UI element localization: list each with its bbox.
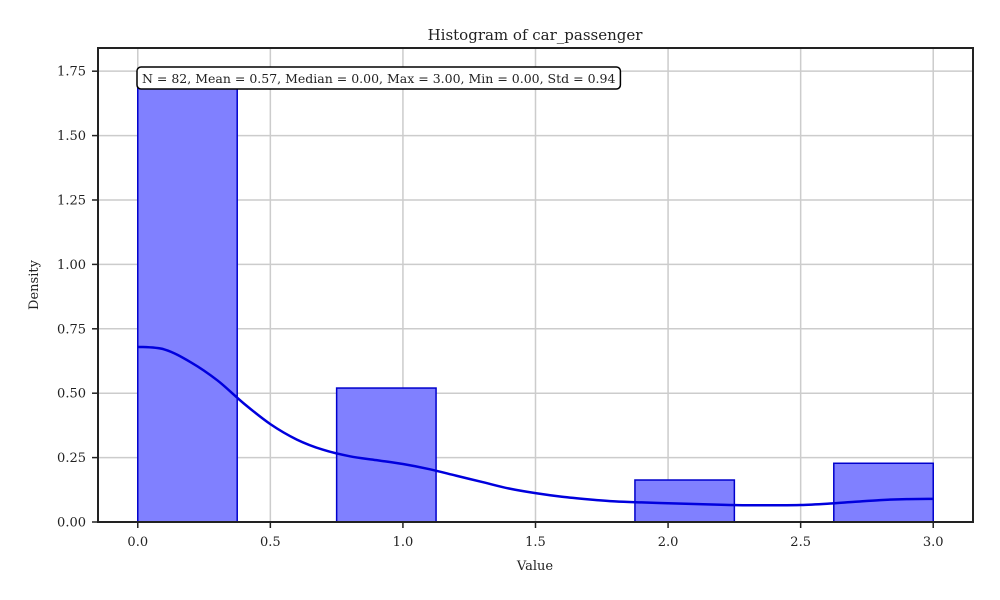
grid xyxy=(98,48,973,523)
stats-annotation: N = 82, Mean = 0.57, Median = 0.00, Max … xyxy=(136,66,622,90)
x-tick-label: 3.0 xyxy=(923,535,944,550)
x-axis-label: Value xyxy=(516,559,553,574)
histogram-bar xyxy=(634,479,736,523)
y-tick-label: 1.75 xyxy=(57,65,86,80)
y-tick-label: 0.50 xyxy=(57,387,86,402)
x-tick-label: 2.0 xyxy=(658,535,679,550)
histogram-bar xyxy=(335,387,437,523)
y-tick-label: 1.25 xyxy=(57,193,86,208)
kde-line xyxy=(137,345,934,507)
stats-text: N = 82, Mean = 0.57, Median = 0.00, Max … xyxy=(142,71,615,86)
y-tick-label: 1.50 xyxy=(57,129,86,144)
y-tick-label: 0.25 xyxy=(57,451,86,466)
histogram-bar xyxy=(833,462,934,523)
x-tick-label: 2.5 xyxy=(790,535,811,550)
y-tick-label: 1.00 xyxy=(57,258,86,273)
x-tick-label: 0.0 xyxy=(127,535,148,550)
stats-box-frame xyxy=(136,66,622,90)
ticks: 0.0 0.5 1.0 1.5 2.0 2.5 3.0 0.00 0.25 0.50 0.75 1.0… xyxy=(57,65,944,550)
kde-curve-group xyxy=(137,345,934,507)
y-tick-label: 0.00 xyxy=(57,516,86,531)
chart-title: Histogram of car_passenger xyxy=(428,26,644,44)
x-tick-label: 1.0 xyxy=(393,535,414,550)
histogram-bars xyxy=(137,83,934,523)
x-tick-label: 1.5 xyxy=(525,535,546,550)
y-axis-label: Density xyxy=(27,259,42,310)
x-tick-label: 0.5 xyxy=(260,535,281,550)
y-tick-label: 0.75 xyxy=(57,322,86,337)
histogram-bar xyxy=(137,83,238,523)
